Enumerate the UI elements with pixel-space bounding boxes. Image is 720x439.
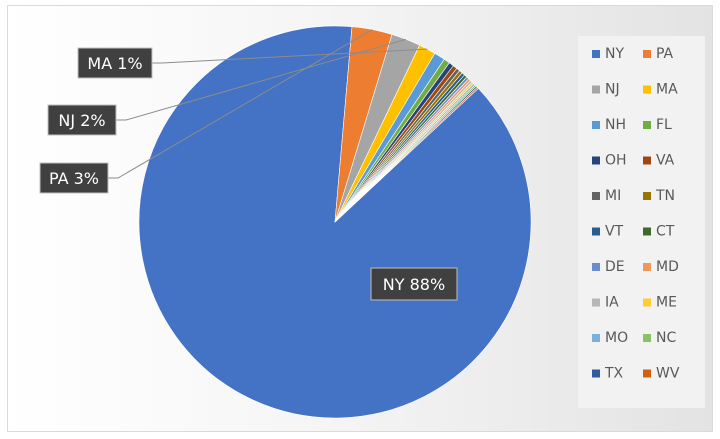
legend-label: PA: [656, 46, 674, 62]
legend-entry-wv: WV: [643, 366, 680, 382]
data-label-ny: NY 88%: [370, 267, 458, 301]
legend-label: TX: [604, 366, 624, 382]
legend-swatch: [592, 192, 600, 200]
legend-label: MD: [656, 259, 679, 275]
legend-label: MA: [656, 82, 678, 98]
data-label-box: [47, 104, 117, 136]
legend: NY PA NJ MA NH FL OH VA MI TN VT CT DE MD IA ME MO NC TX WV: [578, 36, 705, 408]
data-label-text: NJ 2%: [58, 111, 105, 130]
legend-swatch: [592, 121, 600, 129]
legend-label: ME: [656, 295, 677, 311]
legend-label: TN: [655, 188, 675, 204]
legend-swatch: [592, 263, 600, 271]
legend-entry-de: DE: [592, 259, 625, 275]
data-label-text: PA 3%: [49, 169, 99, 188]
legend-entry-va: VA: [643, 153, 675, 169]
legend-background: [578, 36, 705, 408]
legend-swatch: [592, 369, 600, 378]
data-label-pa: PA 3%: [39, 162, 109, 194]
legend-swatch: [592, 50, 600, 58]
legend-swatch: [643, 192, 651, 200]
legend-swatch: [643, 334, 651, 342]
data-label-text: MA 1%: [87, 54, 142, 73]
legend-entry-pa: PA: [643, 46, 674, 62]
callout-leader-lines: [108, 29, 428, 179]
legend-label: NH: [605, 117, 626, 133]
legend-entry-tx: TX: [592, 366, 624, 382]
legend-label: DE: [605, 259, 625, 275]
legend-swatch: [592, 298, 600, 307]
legend-label: VA: [656, 153, 675, 169]
legend-label: NJ: [605, 82, 620, 98]
data-label-box: [370, 267, 458, 301]
legend-entry-tn: TN: [643, 188, 675, 204]
legend-entry-nj: NJ: [592, 82, 620, 98]
data-label-nj: NJ 2%: [47, 104, 117, 136]
legend-entry-nh: NH: [592, 117, 626, 133]
legend-label: VT: [605, 224, 624, 240]
legend-entry-vt: VT: [592, 224, 624, 240]
legend-swatch: [643, 156, 651, 165]
data-label-box: [39, 162, 109, 194]
legend-entry-mi: MI: [592, 188, 621, 204]
legend-label: NC: [656, 330, 676, 346]
legend-swatch: [592, 156, 600, 165]
legend-swatch: [643, 121, 651, 129]
legend-swatch: [643, 263, 651, 271]
legend-label: MI: [605, 188, 621, 204]
pie-slice-wv: [334, 86, 479, 223]
leader-line-ma: [152, 48, 428, 64]
leader-line-pa: [108, 29, 373, 179]
legend-entry-ny: NY: [592, 46, 624, 62]
legend-label: WV: [656, 366, 680, 382]
legend-swatch: [643, 50, 651, 58]
legend-swatch: [592, 85, 600, 94]
data-label-box: [77, 47, 153, 79]
legend-swatch: [643, 369, 651, 378]
data-labels: NY 88% PA 3% NJ 2% MA 1%: [39, 47, 458, 301]
legend-swatch: [643, 85, 651, 94]
legend-label: MO: [605, 330, 628, 346]
legend-swatch: [592, 227, 600, 236]
legend-label: CT: [656, 224, 675, 240]
pie-slices: [138, 25, 532, 419]
legend-entry-fl: FL: [643, 117, 672, 133]
data-label-ma: MA 1%: [77, 47, 153, 79]
legend-label: FL: [656, 117, 672, 133]
legend-swatch: [643, 227, 651, 236]
leader-line-nj: [116, 38, 407, 121]
legend-entry-ia: IA: [592, 295, 619, 311]
legend-entry-me: ME: [643, 295, 677, 311]
legend-entry-ma: MA: [643, 82, 678, 98]
legend-entry-mo: MO: [592, 330, 628, 346]
legend-label: NY: [605, 46, 624, 62]
data-label-text: NY 88%: [383, 275, 445, 294]
legend-swatch: [592, 334, 600, 342]
legend-swatch: [643, 298, 651, 307]
legend-entry-md: MD: [643, 259, 679, 275]
legend-entry-oh: OH: [592, 153, 627, 169]
legend-label: IA: [605, 295, 619, 311]
legend-label: OH: [605, 153, 627, 169]
legend-entry-nc: NC: [643, 330, 676, 346]
legend-entry-ct: CT: [643, 224, 675, 240]
